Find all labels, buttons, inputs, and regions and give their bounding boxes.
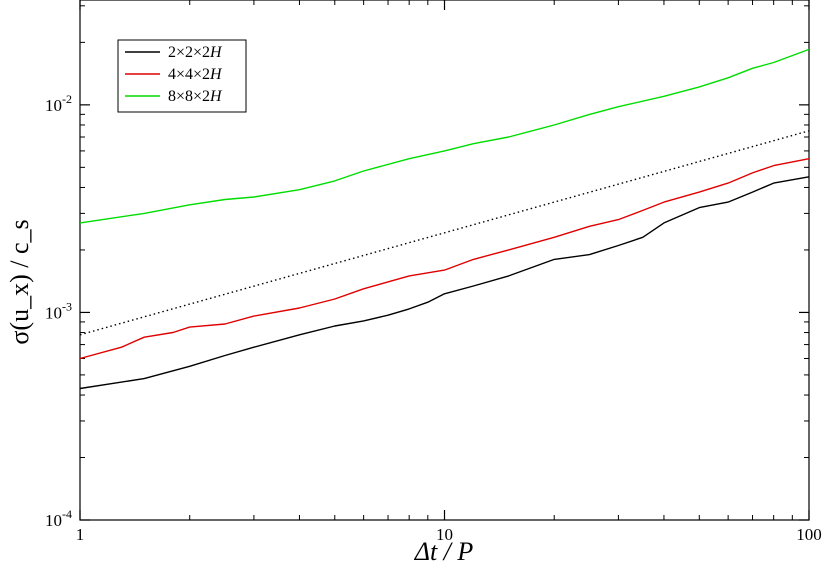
y-tick-label: 10-2 xyxy=(45,92,72,115)
series-line-2 xyxy=(79,158,810,360)
x-tick-label: 10 xyxy=(436,525,453,544)
y-tick-label: 10-4 xyxy=(45,507,72,530)
legend-label: 2×2×2H xyxy=(168,44,223,61)
legend: 2×2×2H 4×4×2H 8×8×2H xyxy=(117,39,247,113)
series-line-3 xyxy=(79,48,810,224)
series-line-1 xyxy=(79,176,810,390)
y-axis-title: σ(u_x) / c_s xyxy=(5,219,34,344)
x-tick-label: 100 xyxy=(796,525,822,544)
y-tick-label: 10-3 xyxy=(45,299,72,322)
legend-label: 8×8×2H xyxy=(168,88,223,105)
legend-label: 4×4×2H xyxy=(168,66,223,83)
x-axis-title: Δt / P xyxy=(414,537,474,566)
series-layer xyxy=(79,48,810,390)
series-line-4 xyxy=(79,130,810,336)
x-tick-label: 1 xyxy=(76,525,85,544)
axis-ticks: 1 10 100 10-4 10-3 10-2 xyxy=(45,0,822,544)
